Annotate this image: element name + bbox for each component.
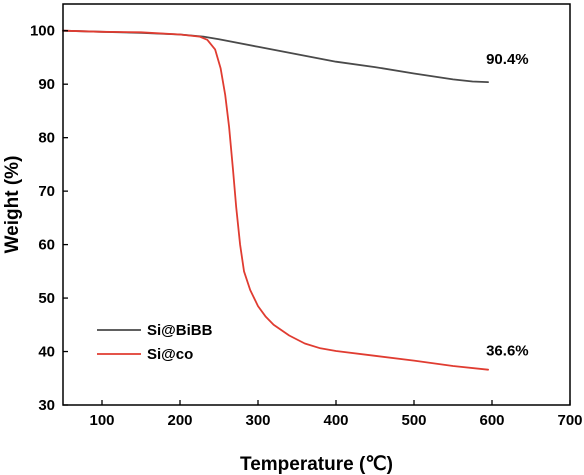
x-tick-label: 100 [89,412,114,429]
plot-frame [62,3,571,406]
y-tick-label: 80 [38,130,55,147]
x-tick-label: 700 [557,412,582,429]
x-tick-label: 300 [245,412,270,429]
y-axis-title: Weight (%) [2,156,23,254]
series-layer [62,29,489,371]
series-line-si-co [62,29,489,371]
y-tick-label: 40 [38,344,55,361]
y-tick-label: 100 [30,23,55,40]
series-line-si-bibb [62,29,489,83]
legend-label: Si@BiBB [147,322,213,339]
x-tick-label: 600 [479,412,504,429]
annotations: 90.4% 36.6% [486,51,529,360]
y-tick-label: 60 [38,237,55,254]
y-tick-label: 50 [38,290,55,307]
x-axis: 100 200 300 400 500 600 700 [89,400,583,429]
annotation-label: 36.6% [486,343,529,360]
y-axis: 30 40 50 60 70 80 90 100 [30,23,68,414]
x-tick-label: 500 [401,412,426,429]
annotation-label: 90.4% [486,51,529,68]
legend: Si@BiBB Si@co [97,322,213,363]
y-tick-label: 90 [38,76,55,93]
x-axis-title: Temperature (℃) [240,454,393,475]
x-tick-label: 400 [323,412,348,429]
y-tick-label: 30 [38,397,55,414]
x-tick-label: 200 [167,412,192,429]
legend-label: Si@co [147,346,193,363]
y-tick-label: 70 [38,183,55,200]
